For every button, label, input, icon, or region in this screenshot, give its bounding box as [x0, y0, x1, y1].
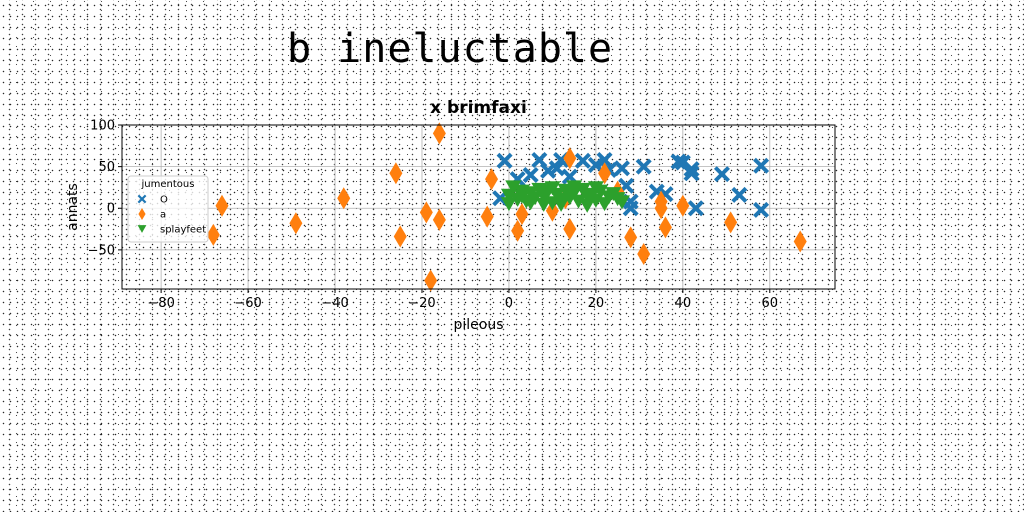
legend-label: a	[160, 210, 166, 221]
marker-diamond	[563, 147, 577, 170]
marker-x	[670, 153, 687, 170]
marker-x	[687, 200, 704, 217]
plot-title: x brimfaxi	[430, 98, 527, 118]
marker-x	[613, 160, 630, 177]
marker-diamond	[419, 201, 433, 224]
marker-triangle	[500, 197, 517, 212]
marker-triangle	[613, 195, 630, 210]
marker-x	[713, 166, 730, 183]
marker-diamond	[289, 212, 303, 235]
y-axis-label: annats	[65, 183, 81, 231]
marker-triangle	[566, 180, 583, 195]
series-splayfeet	[500, 180, 630, 213]
plot-frame	[121, 124, 836, 290]
data-points	[206, 122, 807, 292]
legend-box	[127, 175, 209, 243]
marker-diamond	[563, 218, 577, 241]
marker-triangle	[553, 197, 570, 212]
marker-triangle	[544, 181, 561, 196]
marker-diamond	[424, 269, 438, 292]
marker-diamond	[545, 199, 559, 222]
x-tick-label: −40	[321, 296, 348, 311]
legend: jumentous Oa splayfeet	[127, 175, 209, 243]
marker-diamond	[793, 230, 807, 253]
y-tick-label: 0	[107, 202, 115, 217]
x-tick-label: 40	[675, 296, 692, 311]
y-tick-label: −50	[88, 243, 115, 258]
marker-x	[137, 194, 147, 204]
marker-diamond	[724, 211, 738, 234]
x-tick-label: −20	[408, 296, 435, 311]
marker-x	[753, 201, 770, 218]
marker-triangle	[579, 198, 596, 213]
marker-x	[731, 186, 748, 203]
marker-x	[496, 152, 513, 169]
x-axis-label: pileous	[453, 317, 503, 333]
marker-x	[574, 152, 591, 169]
marker-diamond	[658, 216, 672, 239]
marker-triangle	[505, 180, 522, 195]
x-tick-label: 60	[762, 296, 779, 311]
marker-x	[753, 157, 770, 174]
marker-triangle	[570, 194, 587, 209]
marker-diamond	[215, 194, 229, 217]
marker-x	[683, 161, 700, 178]
x-tick-label: −80	[147, 296, 174, 311]
marker-x	[635, 158, 652, 175]
series-a	[206, 122, 807, 292]
marker-diamond	[480, 205, 494, 228]
marker-x	[548, 160, 565, 177]
marker-diamond	[654, 197, 668, 220]
marker-diamond	[206, 223, 220, 246]
marker-diamond	[624, 226, 638, 249]
marker-diamond	[432, 208, 446, 231]
marker-diamond	[676, 194, 690, 217]
marker-diamond	[637, 243, 651, 266]
axis-ticks: −80 −60 −40 −20 0 20 40 60 −50 0 50 100	[88, 119, 778, 312]
marker-diamond	[389, 162, 403, 185]
marker-triangle	[513, 189, 530, 204]
marker-triangle	[587, 181, 604, 196]
marker-triangle	[137, 225, 147, 233]
series-O	[492, 151, 770, 218]
y-tick-label: 100	[90, 119, 115, 134]
figure-title: b ineluctable	[287, 26, 614, 72]
marker-x	[683, 165, 700, 182]
grid	[122, 124, 835, 289]
legend-label: splayfeet	[160, 225, 206, 236]
x-tick-label: 0	[505, 296, 513, 311]
marker-triangle	[522, 196, 539, 211]
marker-x	[587, 156, 604, 173]
marker-diamond	[485, 168, 499, 191]
marker-diamond	[393, 225, 407, 248]
marker-triangle	[535, 197, 552, 212]
marker-diamond	[511, 219, 525, 242]
marker-diamond	[515, 203, 529, 226]
legend-label: O	[160, 195, 168, 206]
marker-diamond	[598, 162, 612, 185]
x-tick-label: 20	[588, 296, 605, 311]
y-tick-label: 50	[98, 160, 115, 175]
marker-diamond	[337, 187, 351, 210]
marker-x	[522, 166, 539, 183]
marker-diamond	[138, 207, 146, 221]
legend-title: jumentous	[141, 179, 195, 190]
marker-diamond	[432, 122, 446, 145]
x-tick-label: −60	[234, 296, 261, 311]
marker-x	[596, 151, 613, 168]
